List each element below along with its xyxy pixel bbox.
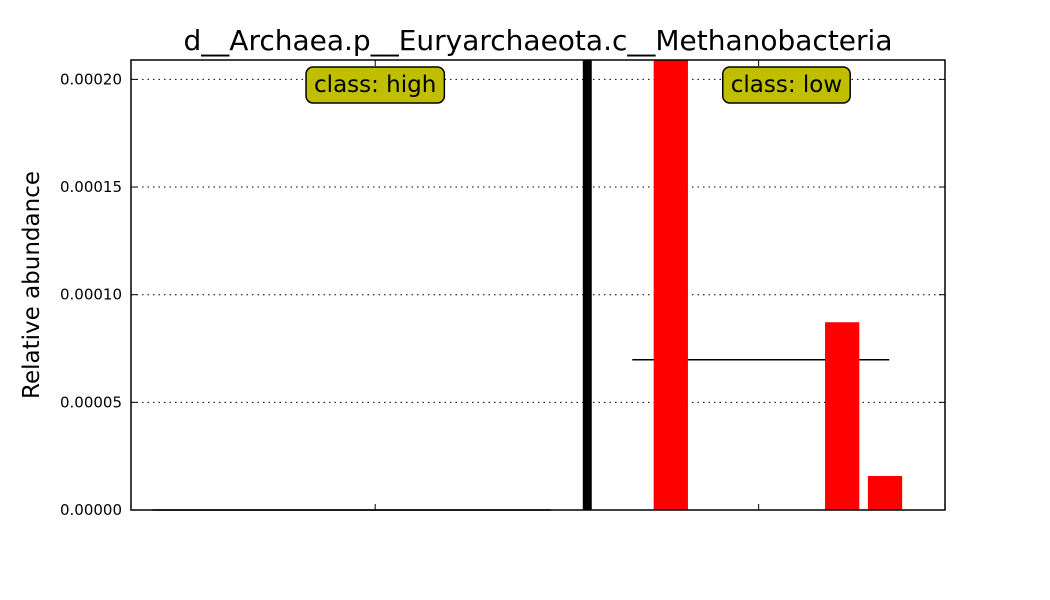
class-label-background — [305, 66, 446, 104]
bar — [867, 475, 903, 510]
class-label-background — [722, 66, 851, 104]
y-tick-label: 0.00000 — [60, 501, 122, 519]
class-label-box: class: low — [722, 66, 851, 104]
group-mean-lines — [152, 358, 890, 511]
y-tick-label: 0.00015 — [60, 178, 122, 196]
chart-title: d__Archaea.p__Euryarchaeota.c__Methanoba… — [184, 24, 893, 57]
class-label-text: class: low — [731, 72, 842, 98]
y-tick-label: 0.00005 — [60, 393, 122, 411]
bar — [825, 322, 860, 510]
class-label-text: class: high — [314, 72, 436, 98]
y-axis-label: Relative abundance — [19, 171, 45, 399]
y-tick-label: 0.00020 — [60, 70, 122, 88]
plot-frame — [130, 59, 946, 511]
class-labels: class: high class: low — [305, 66, 851, 104]
bars — [653, 60, 903, 510]
bar — [653, 60, 688, 510]
axis-ticks: 0.00000 0.00005 0.00010 0.00015 0.00020 — [60, 60, 945, 519]
grid-lines — [131, 78, 945, 403]
y-tick-label: 0.00010 — [60, 286, 122, 304]
class-label-box: class: high — [305, 66, 446, 104]
